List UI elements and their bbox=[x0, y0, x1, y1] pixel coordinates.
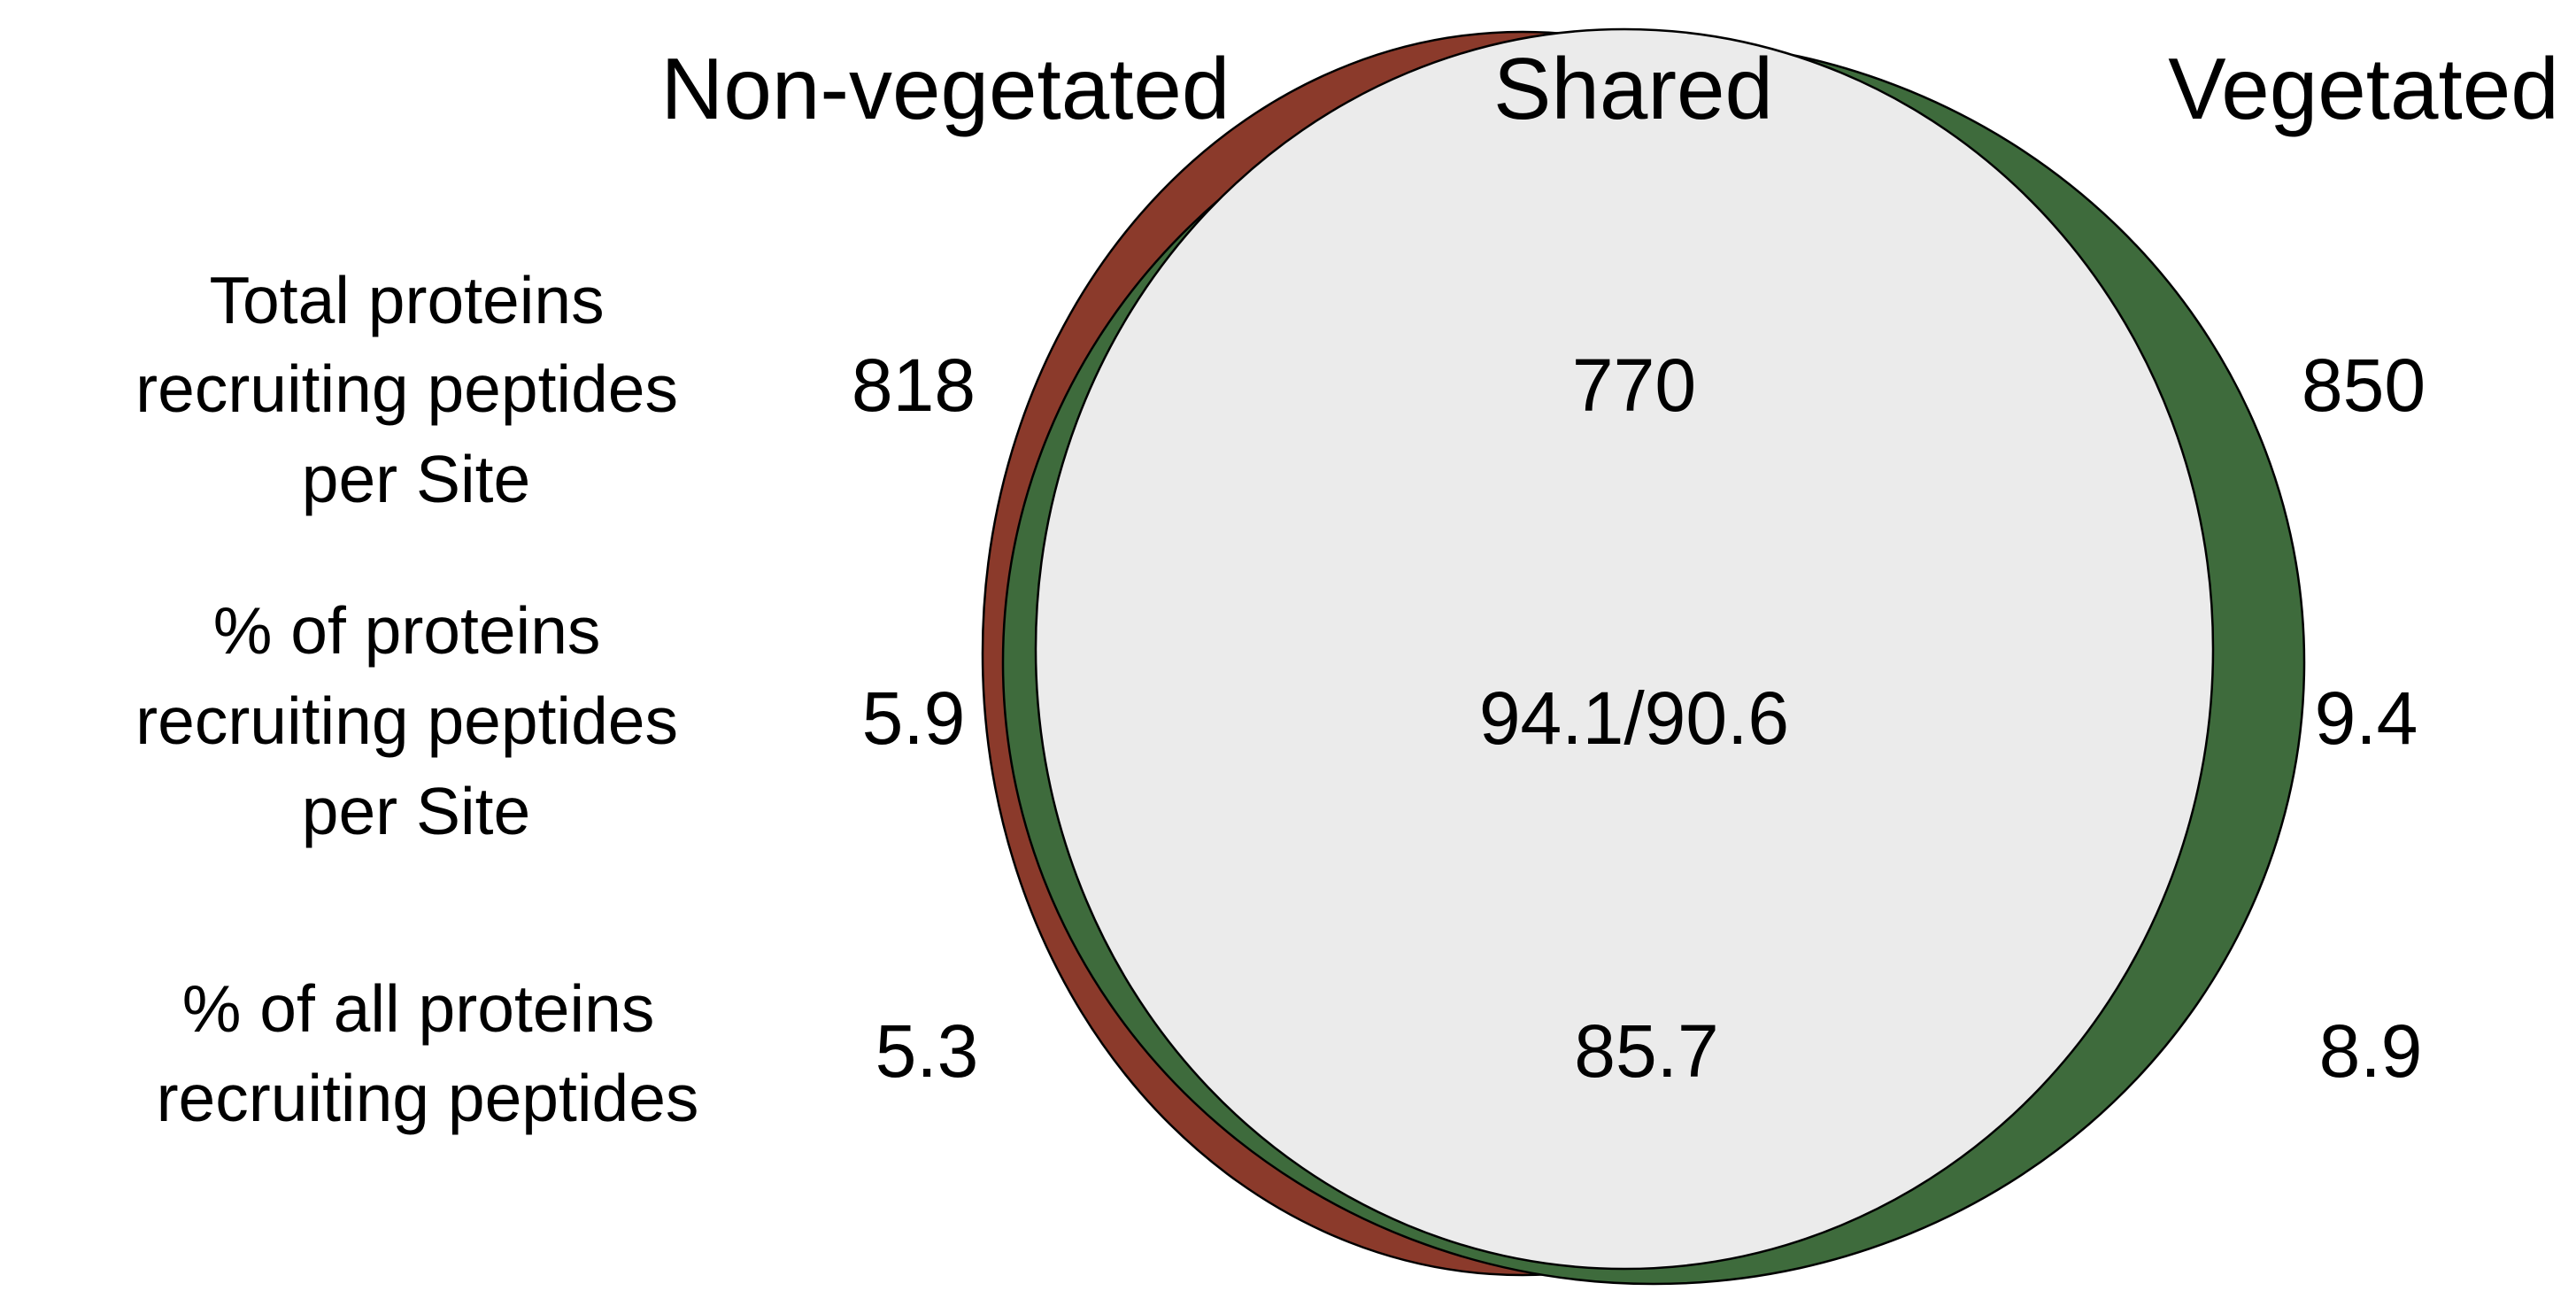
shared-set bbox=[1034, 27, 2215, 1271]
row-label-line: recruiting peptides bbox=[157, 1061, 699, 1135]
header-shared: Shared bbox=[1493, 40, 1773, 137]
value-total-shared: 770 bbox=[1572, 344, 1696, 427]
header-non-vegetated: Non-vegetated bbox=[661, 40, 1230, 137]
row-label-line: per Site bbox=[302, 442, 530, 516]
value-percent-shared: 94.1/90.6 bbox=[1479, 676, 1789, 760]
value-percent-non-vegetated: 5.9 bbox=[862, 676, 966, 760]
row-label-line: recruiting peptides bbox=[135, 684, 678, 758]
value-all-non-vegetated: 5.3 bbox=[875, 1009, 979, 1093]
row-label-total-proteins: Total proteins recruiting peptides per S… bbox=[135, 263, 697, 516]
row-label-line: % of all proteins bbox=[182, 971, 655, 1046]
value-all-shared: 85.7 bbox=[1574, 1009, 1719, 1093]
row-label-line: % of proteins bbox=[213, 593, 601, 668]
value-total-non-vegetated: 818 bbox=[852, 344, 976, 427]
row-label-line: recruiting peptides bbox=[135, 352, 678, 426]
row-label-percent-all-proteins: % of all proteins recruiting peptides bbox=[157, 971, 699, 1135]
header-vegetated: Vegetated bbox=[2168, 40, 2558, 137]
row-label-percent-proteins: % of proteins recruiting peptides per Si… bbox=[135, 593, 697, 848]
value-total-vegetated: 850 bbox=[2302, 344, 2426, 427]
row-label-line: per Site bbox=[302, 774, 530, 848]
value-percent-vegetated: 9.4 bbox=[2315, 676, 2418, 760]
row-label-line: Total proteins bbox=[210, 263, 605, 337]
value-all-vegetated: 8.9 bbox=[2319, 1009, 2423, 1093]
